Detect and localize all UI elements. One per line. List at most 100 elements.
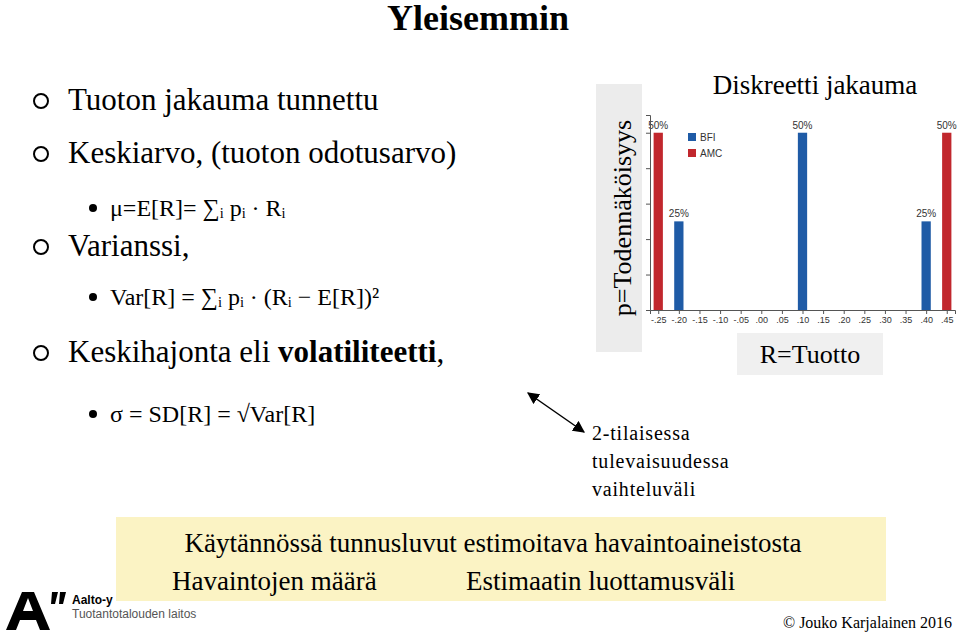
y-tick-mark bbox=[646, 133, 650, 134]
x-tick: .10 bbox=[797, 310, 810, 325]
y-tick bbox=[646, 204, 650, 205]
x-tick-mark bbox=[699, 310, 700, 314]
y-tick-mark bbox=[646, 204, 650, 205]
bar bbox=[942, 133, 951, 310]
note-item: Estimaatin luottamusväli bbox=[466, 566, 735, 596]
slide: Yleisemmin Tuoton jakauma tunnettu Keskiar… bbox=[0, 0, 960, 636]
x-tick-label: .45 bbox=[941, 315, 954, 325]
bars bbox=[654, 133, 952, 310]
x-axis-line bbox=[651, 311, 956, 315]
formula: σ = SD[R] = √Var[R] bbox=[110, 401, 315, 427]
annotation: vaihteluväli bbox=[592, 478, 696, 500]
bullet-marker bbox=[34, 346, 48, 360]
formula: μ=E[R]= ∑ᵢ pᵢ · Rᵢ bbox=[110, 195, 286, 222]
sub-bullet-marker bbox=[89, 410, 97, 418]
y-label-bg bbox=[596, 84, 642, 352]
bullet-run: Varianssi, bbox=[68, 228, 189, 263]
y-axis-line bbox=[646, 116, 651, 311]
y-axis-label: p=Todennäköisyys bbox=[608, 120, 637, 316]
bullet-text: Tuoton jakauma tunnettu bbox=[68, 82, 379, 117]
note-line: Käytännössä tunnusluvut estimoitava hava… bbox=[184, 528, 801, 558]
bullet-run: volatiliteetti bbox=[278, 334, 437, 369]
bullet-text: Varianssi, bbox=[68, 228, 189, 263]
x-axis-label: R=Tuotto bbox=[760, 340, 860, 369]
x-tick: .40 bbox=[920, 310, 933, 325]
legend: BFI AMC bbox=[688, 132, 722, 159]
y-tick bbox=[646, 168, 650, 169]
bullet-text: Keskihajonta eli volatiliteetti, bbox=[68, 334, 444, 369]
y-tick-mark bbox=[646, 239, 650, 240]
x-tick-mark bbox=[720, 310, 721, 314]
bullet-run: Keskiarvo, (tuoton odotusarvo) bbox=[68, 135, 456, 170]
x-tick-mark bbox=[679, 310, 680, 314]
x-tick-mark bbox=[926, 310, 927, 314]
data-label: 25% bbox=[669, 208, 689, 219]
annotation: 2-tilaisessa bbox=[592, 422, 690, 444]
logo-shape bbox=[6, 592, 50, 630]
x-tick: .20 bbox=[838, 310, 851, 325]
sub-bullet-marker bbox=[89, 293, 97, 301]
x-tick-label: .40 bbox=[920, 315, 933, 325]
legend-swatch bbox=[688, 133, 696, 141]
legend-label: AMC bbox=[700, 148, 722, 159]
y-tick bbox=[646, 310, 650, 311]
bullet-marker bbox=[34, 240, 48, 254]
data-labels: 25%50%25%50%50% bbox=[648, 120, 957, 220]
bar bbox=[922, 221, 931, 310]
note-box bbox=[116, 517, 886, 601]
x-tick-mark bbox=[947, 310, 948, 314]
x-tick-mark bbox=[782, 310, 783, 314]
x-tick-mark bbox=[761, 310, 762, 314]
footer-copyright: © Jouko Karjalainen 2016 bbox=[783, 614, 952, 632]
formula: Var[R] = ∑ᵢ pᵢ · (Rᵢ − E[R])² bbox=[110, 284, 379, 311]
arrow bbox=[528, 393, 584, 432]
x-tick: .05 bbox=[776, 310, 789, 325]
x-tick-label: .10 bbox=[797, 315, 810, 325]
x-tick-mark bbox=[823, 310, 824, 314]
x-tick: -.05 bbox=[733, 310, 749, 325]
y-tick-mark bbox=[646, 275, 650, 276]
bar bbox=[798, 133, 807, 310]
chart-title: Diskreetti jakauma bbox=[713, 70, 918, 100]
x-tick-label: -.20 bbox=[672, 315, 688, 325]
bullet-marker bbox=[34, 147, 48, 161]
x-tick: -.10 bbox=[713, 310, 729, 325]
annotation: tulevaisuudessa bbox=[592, 450, 730, 472]
x-tick-mark bbox=[803, 310, 804, 314]
x-tick-label: .05 bbox=[776, 315, 789, 325]
chart: p=Todennäköisyys Diskreetti jakauma 25% 50%… bbox=[596, 70, 957, 375]
x-tick: .15 bbox=[817, 310, 830, 325]
x-tick-label: .25 bbox=[859, 315, 872, 325]
x-tick-label: .35 bbox=[900, 315, 913, 325]
legend-swatch bbox=[688, 149, 696, 157]
x-tick: -.15 bbox=[692, 310, 708, 325]
footer-institution: Aalto-y bbox=[72, 593, 113, 607]
x-axis: -.25-.20-.15-.10-.05.00.05.10.15.20.25.3… bbox=[651, 310, 956, 325]
x-tick-label: .00 bbox=[756, 315, 769, 325]
footer-department: Tuotantotalouden laitos bbox=[72, 607, 196, 621]
x-tick-mark bbox=[906, 310, 907, 314]
x-tick-label: -.05 bbox=[733, 315, 749, 325]
x-tick-label: .15 bbox=[817, 315, 830, 325]
bullet-run: Tuoton jakauma tunnettu bbox=[68, 82, 379, 117]
bullet-run: Keskihajonta eli bbox=[68, 334, 278, 369]
logo bbox=[6, 592, 66, 630]
data-label: 25% bbox=[916, 208, 936, 219]
y-tick bbox=[646, 275, 650, 276]
bar bbox=[654, 133, 663, 310]
y-tick bbox=[646, 239, 650, 240]
x-tick-label: -.15 bbox=[692, 315, 708, 325]
x-tick: .25 bbox=[859, 310, 872, 325]
slide-title: Yleisemmin bbox=[387, 0, 569, 38]
legend-label: BFI bbox=[700, 132, 716, 143]
x-label-bg bbox=[737, 333, 883, 375]
data-label: 50% bbox=[937, 120, 957, 131]
y-tick-mark bbox=[646, 168, 650, 169]
x-tick-mark bbox=[844, 310, 845, 314]
bullet-text: Keskiarvo, (tuoton odotusarvo) bbox=[68, 135, 456, 170]
bullet-marker bbox=[34, 94, 48, 108]
note-item: Havaintojen määrä bbox=[172, 566, 377, 596]
y-tick bbox=[646, 133, 650, 134]
x-tick-label: -.10 bbox=[713, 315, 729, 325]
data-label: 50% bbox=[792, 120, 812, 131]
